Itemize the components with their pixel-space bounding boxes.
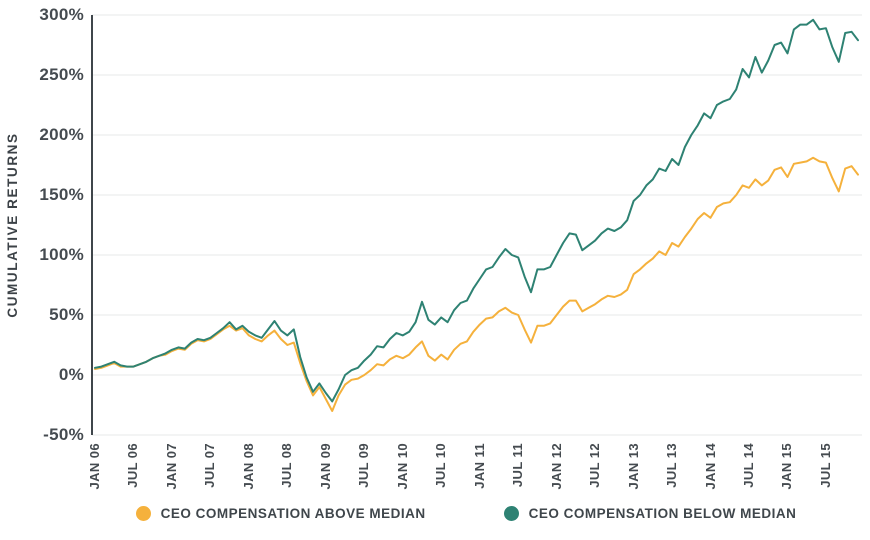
legend-item-below-median: CEO COMPENSATION BELOW MEDIAN (503, 506, 797, 521)
y-tick-label: 150% (39, 185, 84, 204)
y-tick-label: 200% (39, 125, 84, 144)
x-tick-label: JUL 08 (279, 443, 295, 488)
legend-dot-above-median-icon (135, 506, 151, 521)
y-tick-label: 300% (39, 5, 84, 24)
x-tick-label: JUL 11 (510, 443, 526, 488)
x-tick-label: JUL 13 (664, 443, 680, 488)
x-tick-label: JUL 10 (433, 443, 449, 488)
legend-label: CEO COMPENSATION ABOVE MEDIAN (160, 506, 426, 521)
x-tick-label: JUL 06 (125, 443, 141, 488)
y-tick-label: 250% (39, 65, 84, 84)
x-tick-label: JUL 12 (587, 443, 603, 488)
y-tick-label: 100% (39, 245, 84, 264)
x-tick-label: JUL 15 (817, 443, 833, 488)
x-tick-label: JAN 13 (625, 443, 641, 490)
y-tick-label: 50% (49, 305, 84, 324)
y-tick-label: -50% (43, 425, 84, 444)
legend-item-above-median: CEO COMPENSATION ABOVE MEDIAN (135, 506, 426, 521)
x-tick-label: JAN 08 (240, 443, 256, 490)
x-tick-label: JAN 06 (87, 443, 102, 490)
x-tick-label: JAN 11 (471, 443, 487, 489)
series-line-below-median (94, 18, 859, 403)
x-tick-label: JUL 14 (741, 443, 756, 488)
x-tick-label: JAN 14 (702, 443, 718, 490)
x-tick-label: JUL 07 (202, 443, 218, 488)
legend-label: CEO COMPENSATION BELOW MEDIAN (528, 506, 797, 521)
y-tick-label: 0% (58, 365, 84, 384)
x-tick-label: JAN 07 (163, 443, 179, 490)
x-tick-label: JAN 12 (548, 443, 564, 490)
chart-legend: CEO COMPENSATION ABOVE MEDIAN CEO COMPENS… (0, 506, 870, 521)
legend-dot-below-median-icon (503, 506, 519, 521)
x-tick-label: JAN 09 (317, 443, 333, 490)
x-tick-label: JAN 15 (779, 443, 795, 490)
x-tick-label: JUL 09 (356, 443, 372, 488)
x-tick-label: JAN 10 (394, 443, 410, 490)
